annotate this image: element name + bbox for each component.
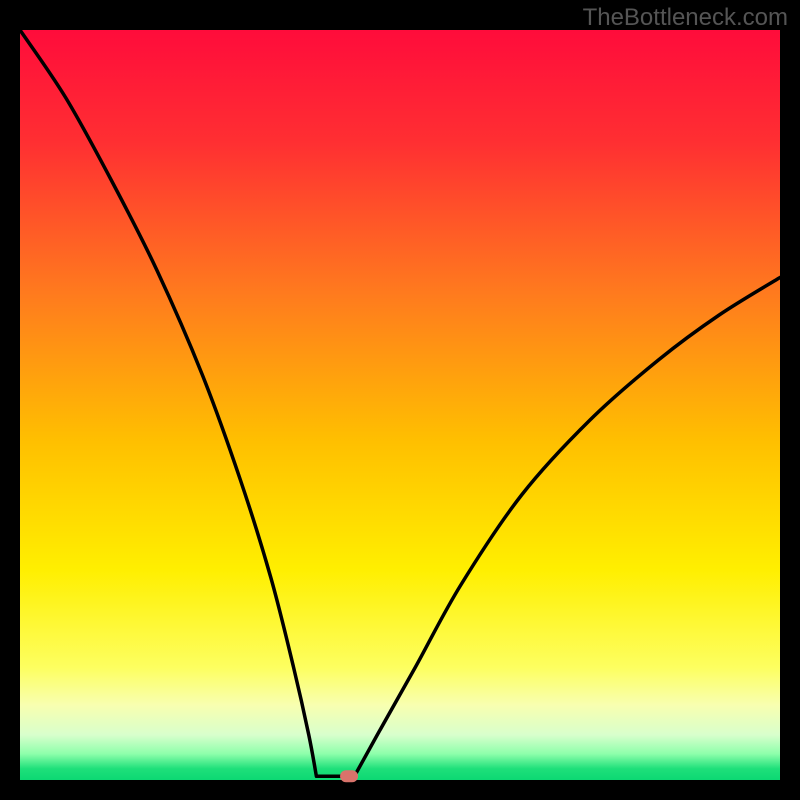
watermark-text: TheBottleneck.com	[583, 4, 788, 32]
min-marker	[340, 770, 358, 782]
bottleneck-chart	[0, 0, 800, 800]
plot-background	[20, 30, 780, 780]
chart-root: TheBottleneck.com	[0, 0, 800, 800]
